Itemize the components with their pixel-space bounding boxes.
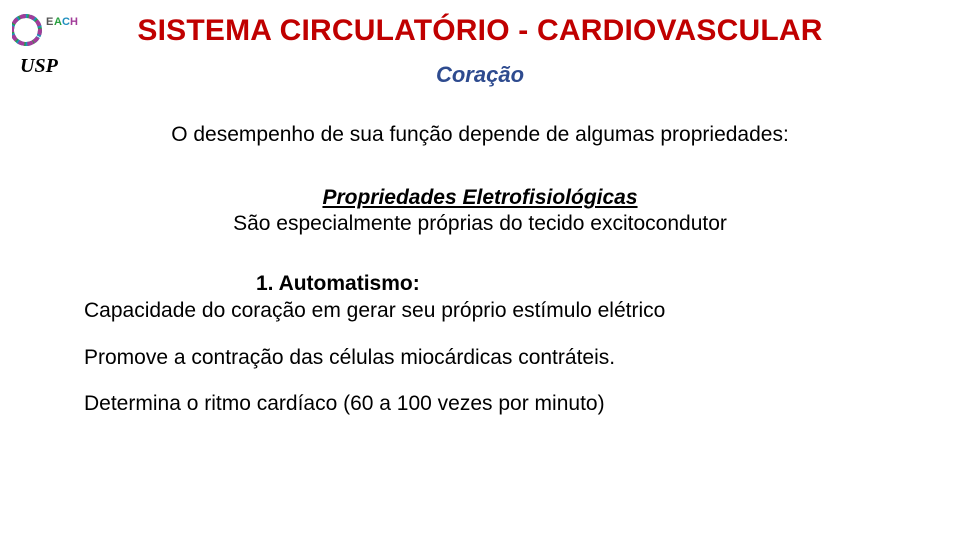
each-logo-icon: E A C H: [12, 8, 82, 52]
usp-logo-icon: USP: [20, 54, 74, 76]
property-line-1: Capacidade do coração em gerar seu própr…: [84, 298, 920, 324]
property-block: 1. Automatismo: Capacidade do coração em…: [84, 272, 920, 417]
svg-text:H: H: [70, 16, 78, 28]
slide-subtitle: Coração: [0, 62, 960, 88]
intro-text: O desempenho de sua função depende de al…: [130, 122, 830, 148]
property-title: 1. Automatismo:: [256, 272, 920, 296]
institution-logo: E A C H USP: [12, 8, 92, 76]
section-subtext: São especialmente próprias do tecido exc…: [0, 212, 960, 236]
property-line-3: Determina o ritmo cardíaco (60 a 100 vez…: [84, 391, 920, 417]
svg-text:C: C: [62, 16, 70, 28]
svg-text:A: A: [54, 16, 62, 28]
section-heading: Propriedades Eletrofisiológicas: [0, 186, 960, 210]
svg-text:E: E: [46, 16, 53, 28]
property-line-2: Promove a contração das células miocárdi…: [84, 345, 920, 371]
slide-title: SISTEMA CIRCULATÓRIO - CARDIOVASCULAR: [0, 0, 960, 48]
svg-text:USP: USP: [20, 55, 59, 76]
